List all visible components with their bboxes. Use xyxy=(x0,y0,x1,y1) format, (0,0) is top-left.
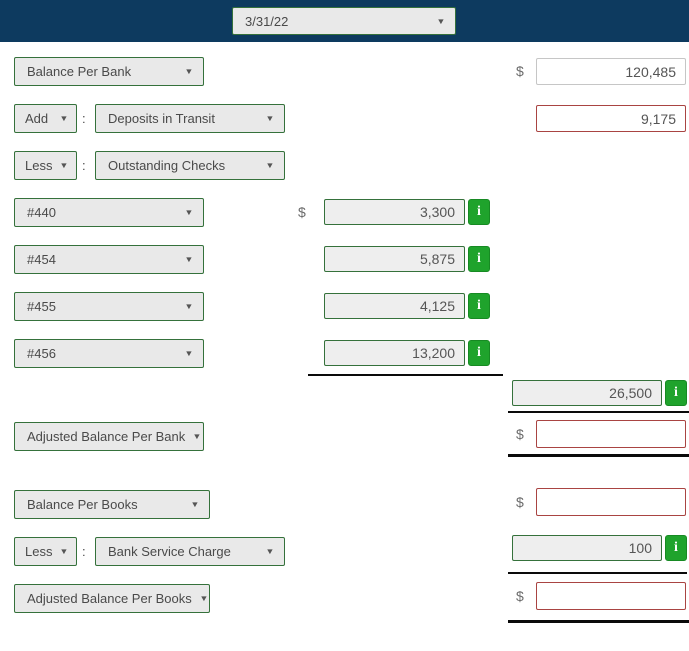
balance-per-books-select[interactable]: Balance Per Books ▼ xyxy=(14,490,210,519)
chevron-down-icon: ▼ xyxy=(59,161,69,170)
chevron-down-icon: ▼ xyxy=(199,594,209,603)
bank-subtotal-rule xyxy=(508,411,689,413)
books-subtotal-rule xyxy=(508,572,687,574)
period-header-bar: 3/31/22 ▼ xyxy=(0,0,689,42)
chevron-down-icon: ▼ xyxy=(265,547,275,556)
balance-per-books-amount-input[interactable] xyxy=(536,488,686,516)
outstanding-checks-select[interactable]: Outstanding Checks ▼ xyxy=(95,151,285,180)
bank-service-charge-label: Bank Service Charge xyxy=(108,544,231,559)
check-455-select[interactable]: #455 ▼ xyxy=(14,292,204,321)
check-455-amount-input[interactable] xyxy=(324,293,465,319)
adjusted-balance-per-books-amount-input[interactable] xyxy=(536,582,686,610)
check-440-select[interactable]: #440 ▼ xyxy=(14,198,204,227)
adjusted-balance-per-books-select[interactable]: Adjusted Balance Per Books ▼ xyxy=(14,584,210,613)
chevron-down-icon: ▼ xyxy=(265,114,275,123)
outstanding-checks-total-info-button[interactable]: i xyxy=(665,380,687,406)
currency-symbol: $ xyxy=(516,588,524,604)
adjusted-bank-total-rule xyxy=(508,454,689,457)
books-less-operator-select[interactable]: Less ▼ xyxy=(14,537,77,566)
currency-symbol: $ xyxy=(298,204,306,220)
check-456-select[interactable]: #456 ▼ xyxy=(14,339,204,368)
bank-service-charge-amount-input[interactable] xyxy=(512,535,662,561)
balance-per-bank-label: Balance Per Bank xyxy=(27,64,132,79)
currency-symbol: $ xyxy=(516,63,524,79)
chevron-down-icon: ▼ xyxy=(184,208,194,217)
check-454-label: #454 xyxy=(27,252,56,267)
period-select[interactable]: 3/31/22 ▼ xyxy=(232,7,456,35)
adjusted-balance-per-bank-amount-input[interactable] xyxy=(536,420,686,448)
balance-per-bank-amount-input[interactable] xyxy=(536,58,686,85)
check-455-label: #455 xyxy=(27,299,56,314)
adjusted-books-total-rule xyxy=(508,620,689,623)
check-454-amount-input[interactable] xyxy=(324,246,465,272)
add-operator-select[interactable]: Add ▼ xyxy=(14,104,77,133)
deposits-in-transit-select[interactable]: Deposits in Transit ▼ xyxy=(95,104,285,133)
balance-per-bank-select[interactable]: Balance Per Bank ▼ xyxy=(14,57,204,86)
check-456-label: #456 xyxy=(27,346,56,361)
chevron-down-icon: ▼ xyxy=(184,349,194,358)
less-operator-label: Less xyxy=(25,158,53,173)
chevron-down-icon: ▼ xyxy=(184,302,194,311)
deposits-in-transit-label: Deposits in Transit xyxy=(108,111,215,126)
chevron-down-icon: ▼ xyxy=(190,500,200,509)
chevron-down-icon: ▼ xyxy=(184,255,194,264)
separator-colon: : xyxy=(82,544,86,559)
outstanding-checks-total-input[interactable] xyxy=(512,380,662,406)
chevron-down-icon: ▼ xyxy=(265,161,275,170)
currency-symbol: $ xyxy=(516,426,524,442)
outstanding-checks-label: Outstanding Checks xyxy=(108,158,226,173)
check-456-amount-input[interactable] xyxy=(324,340,465,366)
chevron-down-icon: ▼ xyxy=(192,432,202,441)
checks-subtotal-rule xyxy=(308,374,503,376)
books-less-operator-label: Less xyxy=(25,544,53,559)
check-454-info-button[interactable]: i xyxy=(468,246,490,272)
balance-per-books-label: Balance Per Books xyxy=(27,497,138,512)
check-455-info-button[interactable]: i xyxy=(468,293,490,319)
chevron-down-icon: ▼ xyxy=(184,67,194,76)
chevron-down-icon: ▼ xyxy=(59,547,69,556)
adjusted-balance-per-bank-label: Adjusted Balance Per Bank xyxy=(27,429,186,444)
check-454-select[interactable]: #454 ▼ xyxy=(14,245,204,274)
check-456-info-button[interactable]: i xyxy=(468,340,490,366)
chevron-down-icon: ▼ xyxy=(59,114,69,123)
separator-colon: : xyxy=(82,158,86,173)
separator-colon: : xyxy=(82,111,86,126)
adjusted-balance-per-bank-select[interactable]: Adjusted Balance Per Bank ▼ xyxy=(14,422,204,451)
period-select-value: 3/31/22 xyxy=(245,13,289,29)
add-operator-label: Add xyxy=(25,111,49,126)
chevron-down-icon: ▼ xyxy=(436,16,446,26)
adjusted-balance-per-books-label: Adjusted Balance Per Books xyxy=(27,591,192,606)
deposits-in-transit-amount-input[interactable] xyxy=(536,105,686,132)
check-440-info-button[interactable]: i xyxy=(468,199,490,225)
check-440-label: #440 xyxy=(27,205,56,220)
check-440-amount-input[interactable] xyxy=(324,199,465,225)
currency-symbol: $ xyxy=(516,494,524,510)
bank-service-charge-select[interactable]: Bank Service Charge ▼ xyxy=(95,537,285,566)
less-operator-select[interactable]: Less ▼ xyxy=(14,151,77,180)
bank-service-charge-info-button[interactable]: i xyxy=(665,535,687,561)
